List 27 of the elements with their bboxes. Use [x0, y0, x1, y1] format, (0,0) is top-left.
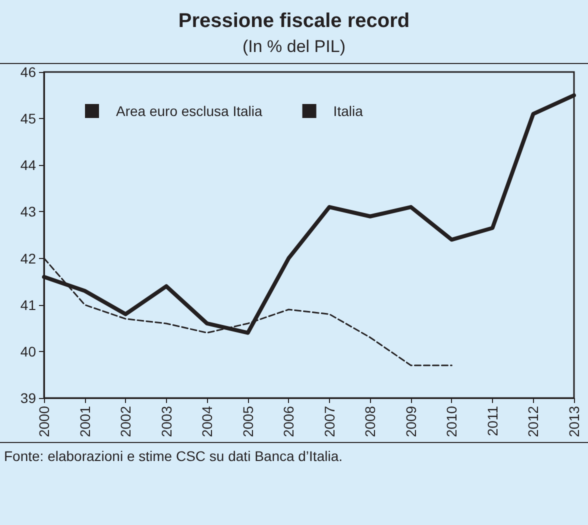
- legend-label: Italia: [333, 103, 364, 119]
- y-tick-label: 43: [20, 204, 36, 220]
- x-tick-label: 2000: [36, 406, 52, 438]
- y-tick-label: 41: [20, 296, 36, 313]
- x-tick-label: 2005: [240, 406, 256, 438]
- chart-title: Pressione fiscale record: [177, 10, 411, 33]
- x-tick-label: 2006: [280, 406, 297, 438]
- x-tick-label: 2001: [76, 406, 93, 438]
- x-tick-label: 2003: [158, 406, 174, 438]
- chart-subtitle: (In % del PIL): [242, 37, 346, 57]
- x-tick-label: 2012: [525, 406, 542, 438]
- x-tick-label: 2004: [199, 406, 216, 438]
- y-tick-label: 42: [20, 250, 36, 266]
- y-tick-label: 44: [20, 157, 36, 174]
- x-tick-label: 2011: [484, 406, 500, 436]
- legend-label: Area euro esclusa Italia: [116, 103, 263, 119]
- y-tick-label: 39: [20, 390, 36, 406]
- x-tick-label: 2009: [402, 406, 419, 438]
- x-tick-label: 2010: [444, 406, 460, 438]
- y-tick-label: 46: [20, 64, 36, 80]
- x-tick-label: 2013: [566, 406, 582, 438]
- y-tick-label: 40: [20, 343, 36, 360]
- y-tick-label: 45: [20, 110, 36, 127]
- x-tick-label: 2002: [118, 406, 134, 438]
- x-tick-label: 2008: [362, 406, 378, 438]
- source-note: Fonte: elaborazioni e stime CSC su dati Banca d’Italia.: [4, 448, 344, 464]
- x-tick-label: 2007: [321, 406, 338, 438]
